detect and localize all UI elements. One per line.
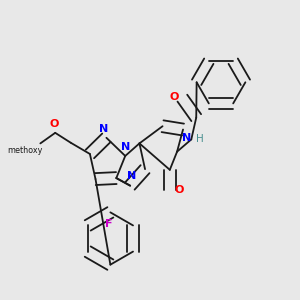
Text: O: O bbox=[174, 184, 183, 195]
Text: N: N bbox=[122, 142, 131, 152]
Text: O: O bbox=[49, 119, 58, 129]
Text: H: H bbox=[196, 134, 203, 143]
Text: O: O bbox=[169, 92, 179, 102]
Text: N: N bbox=[127, 171, 136, 181]
Text: N: N bbox=[99, 124, 108, 134]
Text: N: N bbox=[182, 133, 192, 143]
Text: F: F bbox=[105, 219, 112, 229]
Text: methoxy: methoxy bbox=[8, 146, 43, 155]
